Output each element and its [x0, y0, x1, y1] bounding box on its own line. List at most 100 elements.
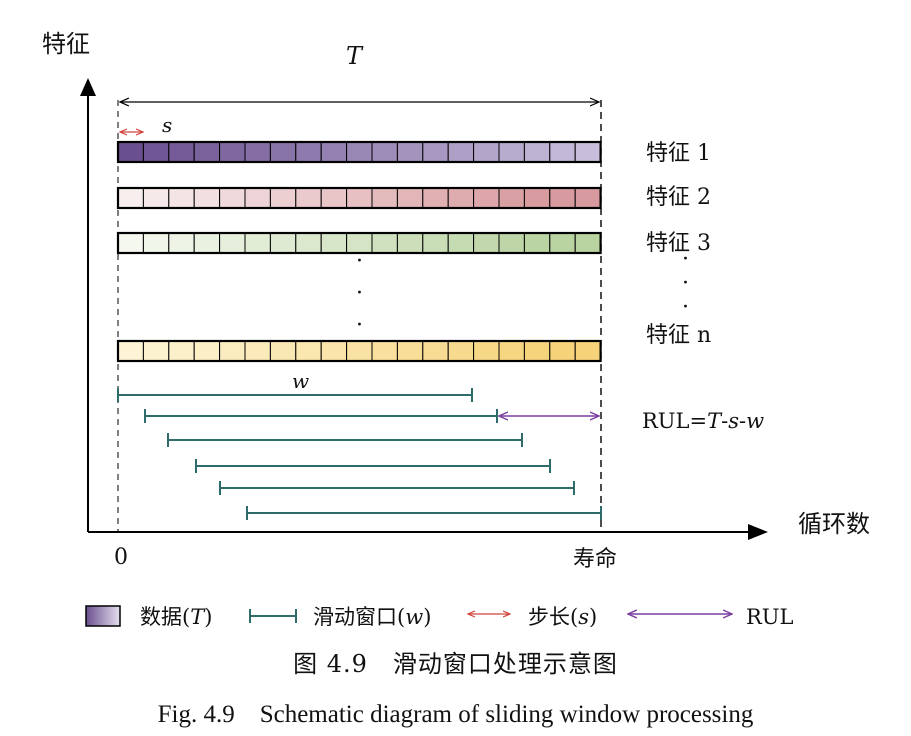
bar-segment	[422, 232, 449, 254]
ellipsis-dot: ·	[356, 313, 363, 338]
bar-segment	[422, 187, 449, 209]
bar-segment	[117, 232, 144, 254]
bar-segment	[447, 187, 475, 209]
bar-segment	[193, 141, 221, 163]
bar-segment	[574, 340, 602, 362]
window-6	[246, 506, 602, 520]
window-1	[117, 388, 473, 402]
figure-caption-zh: 图 4.9 滑动窗口处理示意图	[293, 650, 618, 678]
bar-segment	[371, 141, 398, 163]
bar-segment	[396, 232, 424, 254]
bar-segment	[447, 340, 475, 362]
feature-label-1: 特征 1	[646, 141, 711, 166]
window-length-label: w	[292, 369, 309, 393]
bar-segment	[422, 340, 449, 362]
bar-segment	[396, 340, 424, 362]
bar-segment	[269, 232, 297, 254]
bar-segment	[219, 187, 246, 209]
x-axis-label: 循环数	[798, 510, 870, 538]
bar-segment	[346, 187, 373, 209]
bar-segment	[473, 187, 500, 209]
rul-formula: RUL=T-s-w	[642, 409, 764, 433]
bar-segment	[193, 187, 221, 209]
bar-segment	[498, 232, 525, 254]
bar-segment	[168, 340, 195, 362]
legend-data-label: 数据(T)	[140, 605, 212, 629]
bar-segment	[142, 187, 170, 209]
bar-segment	[320, 187, 348, 209]
bar-segment	[498, 187, 525, 209]
bar-segment	[498, 340, 525, 362]
origin-label: 0	[114, 545, 128, 570]
feature-bar-4	[116, 339, 602, 363]
bar-segment	[371, 340, 398, 362]
bar-segment	[219, 141, 246, 163]
bar-segment	[295, 187, 322, 209]
window-5	[219, 481, 575, 495]
bar-segment	[320, 232, 348, 254]
end-of-life-label: 寿命	[573, 547, 617, 572]
sliding-windows	[117, 388, 602, 520]
legend-step-label: 步长(s)	[528, 605, 597, 629]
bar-segment	[549, 187, 576, 209]
bar-segment	[549, 232, 576, 254]
legend: 数据(T) 滑动窗口(w) 步长(s) RUL	[85, 605, 794, 629]
bar-segment	[168, 232, 195, 254]
bar-segment	[346, 340, 373, 362]
feature-bar-3	[116, 231, 602, 255]
bar-segment	[244, 232, 271, 254]
bar-segment	[396, 187, 424, 209]
sliding-window-diagram: 特征 循环数 0 寿命 T s 特征 1 特征 2 特征 3 特征 n · · …	[42, 30, 870, 629]
bar-segment	[244, 141, 271, 163]
bar-segment	[473, 141, 500, 163]
bar-segment	[142, 232, 170, 254]
step-label: s	[162, 113, 172, 137]
ellipsis-dot: ·	[682, 295, 689, 320]
bar-segment	[523, 141, 551, 163]
feature-label-2: 特征 2	[646, 185, 711, 210]
y-axis-label: 特征	[42, 30, 90, 58]
bar-segment	[219, 340, 246, 362]
bar-segment	[168, 187, 195, 209]
bar-segment	[422, 141, 449, 163]
bar-segment	[117, 141, 144, 163]
legend-window-label: 滑动窗口(w)	[313, 605, 431, 629]
bar-segment	[473, 340, 500, 362]
feature-bar-1	[116, 140, 602, 164]
bar-segment	[219, 232, 246, 254]
bar-outline	[116, 339, 602, 363]
ellipsis-dot: ·	[682, 247, 689, 272]
bar-segment	[244, 187, 271, 209]
bar-segment	[473, 232, 500, 254]
bar-segment	[320, 141, 348, 163]
bar-segment	[295, 340, 322, 362]
bar-segment	[193, 340, 221, 362]
bar-outline	[116, 186, 602, 210]
legend-window-icon	[249, 609, 297, 623]
window-2	[144, 409, 498, 423]
window-3	[167, 433, 523, 447]
bar-segment	[269, 141, 297, 163]
bar-segment	[371, 232, 398, 254]
feature-label-3: 特征 3	[646, 231, 711, 256]
feature-bar-2	[116, 186, 602, 210]
bar-segment	[320, 340, 348, 362]
bar-segment	[549, 141, 576, 163]
bar-segment	[295, 232, 322, 254]
bar-segment	[168, 141, 195, 163]
bar-segment	[396, 141, 424, 163]
bar-segment	[523, 187, 551, 209]
bar-segment	[447, 232, 475, 254]
ellipsis-dot: ·	[356, 249, 363, 274]
bar-segment	[193, 232, 221, 254]
bar-segment	[244, 340, 271, 362]
bar-segment	[117, 340, 144, 362]
x-axis-arrowhead	[748, 524, 768, 540]
feature-bars	[116, 140, 602, 363]
y-axis-arrowhead	[80, 78, 96, 96]
bar-segment	[295, 141, 322, 163]
bar-segment	[117, 187, 144, 209]
ellipsis-dot: ·	[356, 281, 363, 306]
window-4	[195, 459, 551, 473]
bar-outline	[116, 231, 602, 255]
